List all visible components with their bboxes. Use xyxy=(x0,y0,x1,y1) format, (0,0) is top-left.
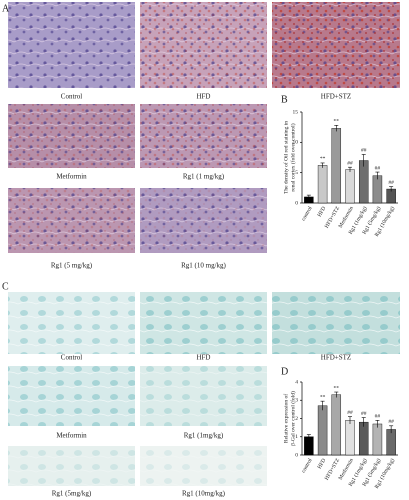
bar xyxy=(317,165,328,204)
image-label: Rg1 (5 mg/kg) xyxy=(51,262,93,270)
significance: ** xyxy=(320,156,326,162)
x-tick-label: HFD xyxy=(317,458,328,471)
micrograph-texture xyxy=(272,292,400,354)
significance: ## xyxy=(361,411,367,417)
x-tick-label: HFD xyxy=(317,206,328,219)
micrograph-texture xyxy=(8,2,135,88)
y-axis-label: The density of Oil red staining in xyxy=(282,121,289,194)
micrograph-texture xyxy=(8,292,135,354)
bar xyxy=(331,128,342,204)
significance: ** xyxy=(334,119,340,125)
image-label: Rg1 (10mg/kg) xyxy=(182,490,226,498)
image-label: Control xyxy=(61,93,82,101)
significance: ## xyxy=(388,180,394,186)
micrograph-stain xyxy=(140,104,267,168)
image-label: Rg1 (5mg/kg) xyxy=(52,490,92,498)
y-tick-label: 10 xyxy=(293,140,299,146)
significance: ## xyxy=(347,410,353,416)
significance: ## xyxy=(388,419,394,425)
bar xyxy=(372,175,383,204)
significance: ** xyxy=(334,385,340,391)
significance: ## xyxy=(375,414,381,420)
micrographs xyxy=(8,2,400,486)
micrograph-stain xyxy=(140,188,267,253)
image-label: HFD xyxy=(196,354,210,362)
micrograph-stain xyxy=(272,2,400,88)
y-tick-label: 3 xyxy=(295,398,298,404)
micrograph-stain xyxy=(8,104,135,168)
y-tick-label: 15 xyxy=(293,109,299,115)
image-label: Control xyxy=(61,354,82,362)
bar xyxy=(358,421,369,456)
image-label: HFD xyxy=(196,93,210,101)
micrograph-texture xyxy=(8,446,135,486)
image-label: Rg1 (10 mg/kg) xyxy=(181,262,226,270)
y-tick-label: 1 xyxy=(295,434,298,440)
bar xyxy=(372,423,383,456)
panel-label: A xyxy=(2,3,10,14)
y-tick-label: 0 xyxy=(295,452,298,458)
y-axis-label: renal cortex (fold over control) xyxy=(289,123,296,191)
panel-label: B xyxy=(281,94,288,105)
micrograph-stain xyxy=(8,188,135,253)
bar xyxy=(317,405,328,456)
x-tick-label: control xyxy=(301,457,314,474)
y-axis-label: Relative expression of xyxy=(282,394,289,443)
micrograph-texture xyxy=(8,366,135,426)
image-label: Metformin xyxy=(56,173,87,181)
bar xyxy=(358,160,369,204)
micrograph-texture xyxy=(140,366,267,426)
bar xyxy=(304,436,314,456)
bar xyxy=(386,429,396,456)
bar xyxy=(345,420,355,456)
panel-label: C xyxy=(2,281,9,292)
significance: ## xyxy=(375,165,381,171)
y-tick-label: 0 xyxy=(295,200,298,206)
y-tick-label: 2 xyxy=(295,416,298,422)
micrograph-stain xyxy=(140,2,267,88)
micrograph-texture xyxy=(140,292,267,354)
image-label: Rg1 (1 mg/kg) xyxy=(183,173,225,181)
panel-label: D xyxy=(281,366,288,377)
y-tick-label: 4 xyxy=(295,379,298,385)
image-label: HFD+STZ xyxy=(321,354,351,362)
y-tick-label: 5 xyxy=(295,170,298,176)
micrograph-texture xyxy=(140,446,267,486)
bar xyxy=(345,169,355,204)
significance: ** xyxy=(320,394,326,400)
image-label: Rg1 (1mg/kg) xyxy=(184,432,224,440)
significance: ## xyxy=(347,160,353,166)
significance: ## xyxy=(361,148,367,154)
image-label: Metformin xyxy=(56,432,87,440)
y-axis-label: β-Gal over control (fold) xyxy=(289,391,296,446)
bar xyxy=(331,394,342,456)
image-label: HFD+STZ xyxy=(321,93,351,101)
x-tick-label: control xyxy=(301,205,314,222)
